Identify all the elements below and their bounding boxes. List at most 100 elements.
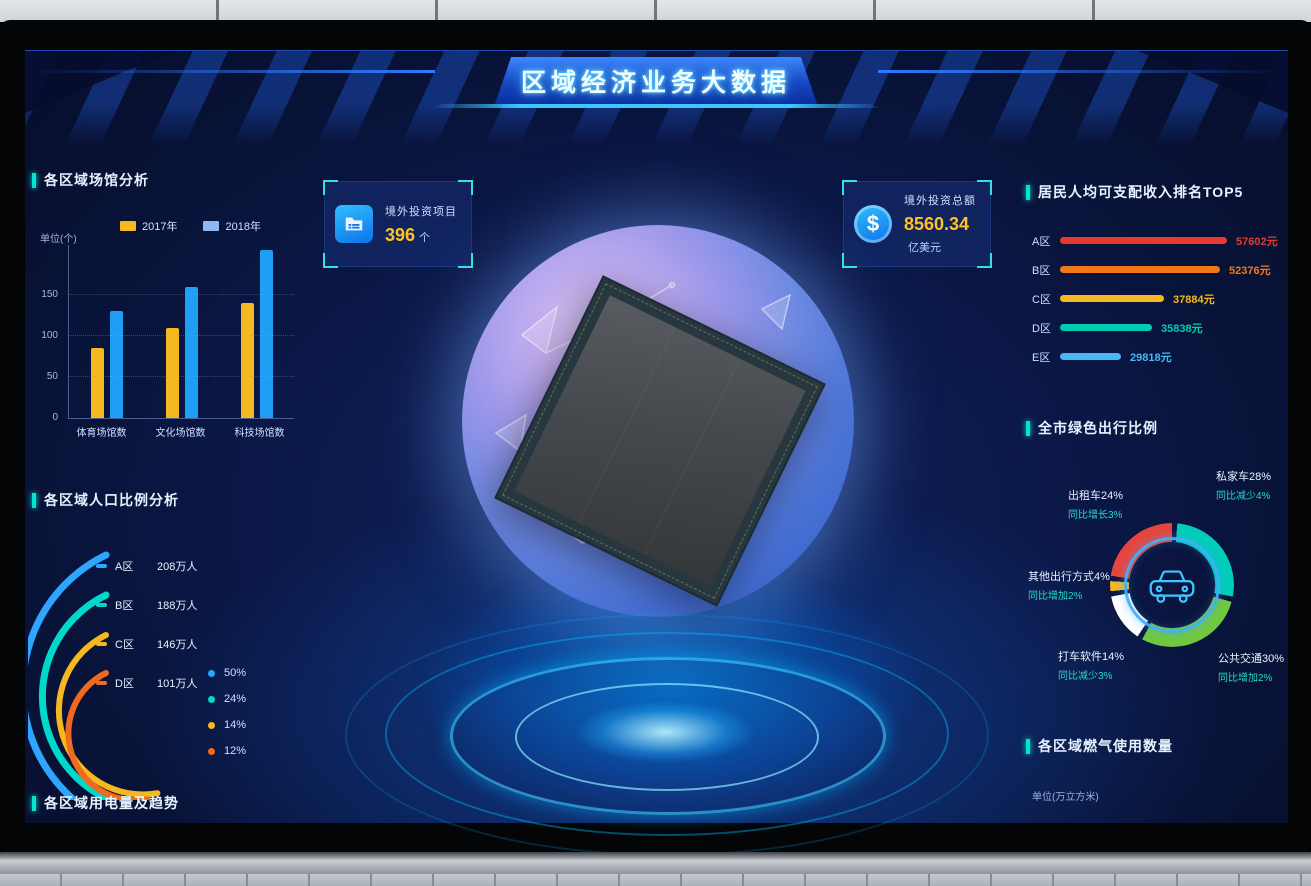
panel-title-income: 居民人均可支配收入排名TOP5 bbox=[1026, 182, 1243, 202]
population-row-dash bbox=[96, 602, 107, 607]
platform-core-glow bbox=[575, 701, 755, 763]
bar-group bbox=[240, 249, 273, 418]
population-legend-row: 24% bbox=[208, 686, 246, 712]
population-row-dash bbox=[96, 563, 107, 568]
stat-label: 境外投资项目 bbox=[385, 205, 457, 218]
legend-item: 2017年 bbox=[120, 218, 177, 234]
population-legend-dot bbox=[208, 721, 215, 729]
travel-change-text: 同比减少4% bbox=[1216, 491, 1271, 502]
legend-item: 2018年 bbox=[203, 218, 261, 234]
y-tick-label: 100 bbox=[41, 330, 58, 341]
bar bbox=[109, 311, 123, 418]
panel-title-text: 各区域燃气使用数量 bbox=[1038, 738, 1173, 754]
bar bbox=[259, 249, 273, 418]
corner-bracket bbox=[842, 180, 857, 195]
corner-bracket bbox=[977, 253, 992, 268]
title-marker bbox=[32, 492, 36, 508]
income-region-label: B区 bbox=[1032, 264, 1051, 277]
panel-title-venues: 各区域场馆分析 bbox=[32, 170, 149, 190]
travel-label-text: 出租车24% bbox=[1068, 490, 1124, 502]
wall-ledge-bottom bbox=[0, 852, 1311, 874]
population-arc-chart bbox=[28, 551, 161, 800]
population-region-label: B区 bbox=[115, 599, 134, 612]
travel-label-private-car: 私家车28% 同比减少4% bbox=[1216, 468, 1271, 502]
platform-ring bbox=[515, 683, 819, 791]
population-legend-dot bbox=[208, 747, 215, 755]
travel-label-public-transport: 公共交通30% 同比增加2% bbox=[1218, 650, 1284, 684]
panel-title-travel: 全市绿色出行比例 bbox=[1026, 418, 1158, 438]
title-marker bbox=[1026, 738, 1030, 754]
bar-group bbox=[165, 286, 198, 418]
bar-group bbox=[90, 311, 123, 418]
population-row-dash bbox=[96, 641, 107, 646]
dollar-coin-icon: $ bbox=[854, 205, 892, 243]
population-row: A区 208万人 bbox=[96, 546, 197, 585]
venue-legend: 2017年 2018年 bbox=[120, 218, 261, 234]
population-legend-pct: 14% bbox=[224, 719, 247, 731]
y-tick-label: 0 bbox=[52, 412, 58, 423]
income-bar bbox=[1060, 237, 1227, 244]
bar bbox=[165, 327, 179, 418]
panel-title-text: 居民人均可支配收入排名TOP5 bbox=[1038, 184, 1244, 200]
population-legend: 50% 24% 14% 12% bbox=[208, 660, 246, 764]
income-bar bbox=[1060, 266, 1220, 273]
y-tick-label: 150 bbox=[41, 289, 58, 300]
income-region-label: D区 bbox=[1032, 322, 1051, 335]
population-value: 208万人 bbox=[157, 560, 198, 573]
income-region-label: C区 bbox=[1032, 293, 1051, 306]
population-legend-dot bbox=[208, 669, 215, 677]
stat-number: 396 bbox=[385, 224, 416, 245]
population-legend-dot bbox=[208, 695, 215, 703]
income-region-label: A区 bbox=[1032, 235, 1051, 248]
population-value: 146万人 bbox=[157, 638, 198, 651]
income-value: 37884元 bbox=[1173, 293, 1215, 306]
category-label: 体育场馆数 bbox=[76, 428, 127, 439]
population-arc bbox=[38, 591, 120, 800]
page-title: 区域经济业务大数据 bbox=[520, 68, 791, 97]
venue-y-axis: 150 100 50 0 bbox=[34, 245, 62, 423]
population-legend-row: 14% bbox=[208, 712, 246, 738]
travel-change-text: 同比增加2% bbox=[1028, 591, 1083, 602]
panel-title-text: 各区域人口比例分析 bbox=[44, 492, 179, 508]
stat-card-investment: $ 境外投资总额 8560.34 亿美元 bbox=[842, 180, 992, 268]
gridline bbox=[69, 376, 294, 377]
legend-swatch bbox=[120, 221, 136, 231]
income-value: 57602元 bbox=[1236, 235, 1278, 248]
travel-donut-center bbox=[1124, 537, 1220, 633]
corner-bracket bbox=[458, 253, 473, 268]
travel-change-text: 同比减少3% bbox=[1058, 671, 1113, 682]
panel-title-population: 各区域人口比例分析 bbox=[32, 490, 179, 510]
income-row: E区 29818元 bbox=[1032, 342, 1288, 371]
stat-label: 境外投资总额 bbox=[904, 195, 976, 207]
travel-label-text: 其他出行方式4% bbox=[1028, 571, 1110, 583]
income-row: A区 57602元 bbox=[1032, 226, 1288, 255]
income-row: B区 52376元 bbox=[1032, 255, 1288, 284]
travel-label-taxi: 出租车24% 同比增长3% bbox=[1068, 487, 1123, 521]
venue-category-labels: 体育场馆数 文化场馆数 科技场馆数 bbox=[62, 424, 299, 439]
travel-label-other: 其他出行方式4% 同比增加2% bbox=[1028, 568, 1110, 602]
population-value: 188万人 bbox=[157, 599, 198, 612]
wall-tiles-top bbox=[0, 0, 1311, 22]
chip-seam-decor bbox=[578, 326, 676, 524]
population-arc bbox=[28, 551, 110, 800]
income-value: 29818元 bbox=[1130, 351, 1172, 364]
travel-label-text: 私家车28% bbox=[1216, 471, 1272, 483]
chip-seam-decor bbox=[643, 358, 741, 555]
category-label: 科技场馆数 bbox=[234, 428, 285, 439]
population-region-label: C区 bbox=[115, 638, 134, 651]
corner-bracket bbox=[842, 253, 857, 268]
wall-tiles-bottom bbox=[0, 874, 1311, 886]
gridline bbox=[69, 335, 294, 336]
population-legend-pct: 12% bbox=[224, 745, 247, 757]
title-marker bbox=[32, 795, 36, 811]
car-icon bbox=[1149, 570, 1195, 603]
title-marker bbox=[1026, 184, 1030, 200]
bar bbox=[184, 286, 198, 418]
income-rows: A区 57602元 B区 52376元 C区 37884元 D区 35838元 E区 29818元 bbox=[1032, 226, 1288, 371]
travel-label-text: 公共交通30% bbox=[1218, 653, 1285, 665]
platform-ring bbox=[385, 632, 949, 836]
legend-label: 2018年 bbox=[225, 221, 261, 233]
panel-title-electricity: 各区域用电量及趋势 bbox=[32, 793, 179, 813]
population-row: B区 188万人 bbox=[96, 585, 197, 624]
corner-bracket bbox=[458, 180, 473, 195]
